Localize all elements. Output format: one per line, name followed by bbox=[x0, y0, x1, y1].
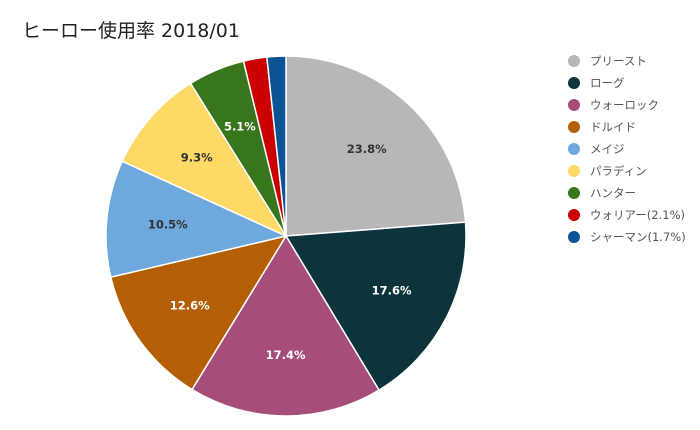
pie-slice[interactable] bbox=[266, 55, 287, 237]
pie-slice[interactable] bbox=[191, 234, 381, 417]
slice-label: 9.3% bbox=[181, 151, 213, 165]
pie-slice[interactable] bbox=[285, 55, 467, 237]
legend-item[interactable]: ウォリアー(2.1%) bbox=[568, 204, 686, 226]
legend-label: ハンター bbox=[590, 186, 636, 200]
legend-label: ウォーロック bbox=[590, 98, 659, 112]
chart-title: ヒーロー使用率 2018/01 bbox=[22, 20, 240, 42]
legend-swatch bbox=[568, 165, 580, 177]
legend-item[interactable]: ドルイド bbox=[568, 116, 686, 138]
pie-slice[interactable] bbox=[284, 221, 467, 392]
legend-label: シャーマン(1.7%) bbox=[590, 230, 686, 244]
legend-label: ローグ bbox=[590, 76, 625, 90]
legend-item[interactable]: プリースト bbox=[568, 50, 686, 72]
legend-label: パラディン bbox=[590, 164, 647, 178]
legend-swatch bbox=[568, 121, 580, 133]
legend-swatch bbox=[568, 209, 580, 221]
legend-swatch bbox=[568, 187, 580, 199]
chart-legend: プリーストローグウォーロック ドルイドメイジパラディンハンターウォリアー(2.1%… bbox=[568, 50, 686, 248]
legend-swatch bbox=[568, 55, 580, 67]
slice-label: 12.6% bbox=[170, 299, 210, 313]
pie-slice[interactable] bbox=[109, 234, 288, 391]
pie-slice[interactable] bbox=[121, 82, 288, 238]
legend-label: ドルイド bbox=[590, 120, 636, 134]
legend-label: プリースト bbox=[590, 54, 647, 68]
legend-swatch bbox=[568, 231, 580, 243]
legend-label: ウォリアー(2.1%) bbox=[590, 208, 685, 222]
legend-item[interactable]: シャーマン(1.7%) bbox=[568, 226, 686, 248]
slice-label: 17.4% bbox=[266, 348, 306, 362]
legend-swatch bbox=[568, 143, 580, 155]
slice-label: 5.1% bbox=[224, 120, 256, 134]
pie-slice[interactable] bbox=[105, 160, 289, 279]
slice-label: 23.8% bbox=[347, 142, 387, 156]
legend-item[interactable]: メイジ bbox=[568, 138, 686, 160]
slice-label: 10.5% bbox=[148, 217, 188, 231]
legend-item[interactable]: ローグ bbox=[568, 72, 686, 94]
legend-swatch bbox=[568, 99, 580, 111]
slice-label: 17.6% bbox=[372, 283, 412, 297]
legend-swatch bbox=[568, 77, 580, 89]
legend-label: メイジ bbox=[590, 142, 625, 156]
legend-item[interactable]: ハンター bbox=[568, 182, 686, 204]
legend-item[interactable]: ウォーロック bbox=[568, 94, 686, 116]
legend-item[interactable]: パラディン bbox=[568, 160, 686, 182]
